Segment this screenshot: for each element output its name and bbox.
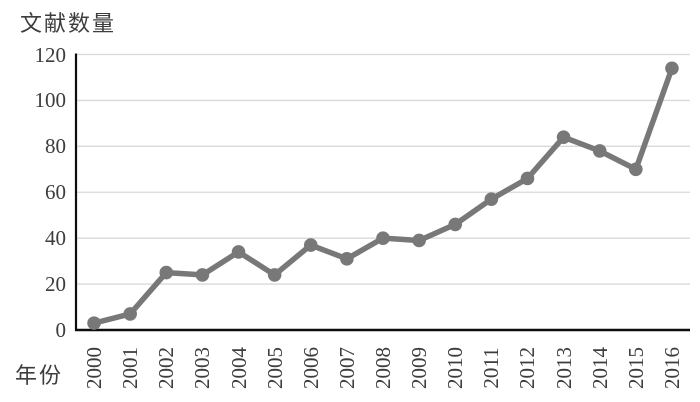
y-tick-label: 60 <box>45 180 66 205</box>
data-point <box>267 268 282 282</box>
data-point <box>592 144 607 158</box>
y-axis-title: 文献数量 <box>20 11 117 36</box>
x-tick-label: 2008 <box>371 347 395 389</box>
data-point <box>159 265 174 280</box>
x-tick-label: 2003 <box>190 347 215 389</box>
x-tick-label: 2006 <box>298 347 323 389</box>
y-tick-label: 80 <box>45 134 66 159</box>
data-point <box>484 192 499 206</box>
x-tick-label: 2011 <box>479 347 504 389</box>
x-tick-label: 2000 <box>82 347 107 389</box>
data-point <box>195 268 210 282</box>
x-tick-label: 2012 <box>515 347 540 389</box>
y-tick-label: 20 <box>45 272 66 297</box>
x-tick-label: 2010 <box>443 347 468 389</box>
x-tick-label: 2005 <box>262 347 287 389</box>
x-tick-label: 2002 <box>154 347 179 389</box>
y-tick-label: 40 <box>45 226 66 251</box>
x-tick-label: 2007 <box>334 347 359 389</box>
data-point <box>520 171 535 186</box>
data-point <box>123 307 137 321</box>
data-line <box>91 65 675 326</box>
x-tick-label: 2014 <box>587 347 612 389</box>
x-tick-label: 2009 <box>407 347 432 389</box>
data-point <box>448 217 463 232</box>
data-point <box>665 61 679 76</box>
data-point <box>231 245 246 259</box>
y-tick-label: 100 <box>34 88 67 113</box>
data-point <box>303 238 318 252</box>
x-tick-label: 2001 <box>118 347 143 389</box>
data-point <box>376 231 390 245</box>
data-point <box>340 252 354 266</box>
data-point <box>87 316 101 330</box>
x-tick-label: 2013 <box>551 347 576 389</box>
x-tick-label: 2004 <box>226 347 251 389</box>
y-tick-label: 120 <box>34 42 67 67</box>
x-axis-title: 年份 <box>15 363 64 388</box>
y-tick-label: 0 <box>55 318 67 342</box>
x-tick-label: 2016 <box>659 347 684 389</box>
data-point <box>629 162 643 177</box>
data-point <box>412 233 426 248</box>
data-point <box>556 130 571 144</box>
x-tick-label: 2015 <box>623 347 648 389</box>
